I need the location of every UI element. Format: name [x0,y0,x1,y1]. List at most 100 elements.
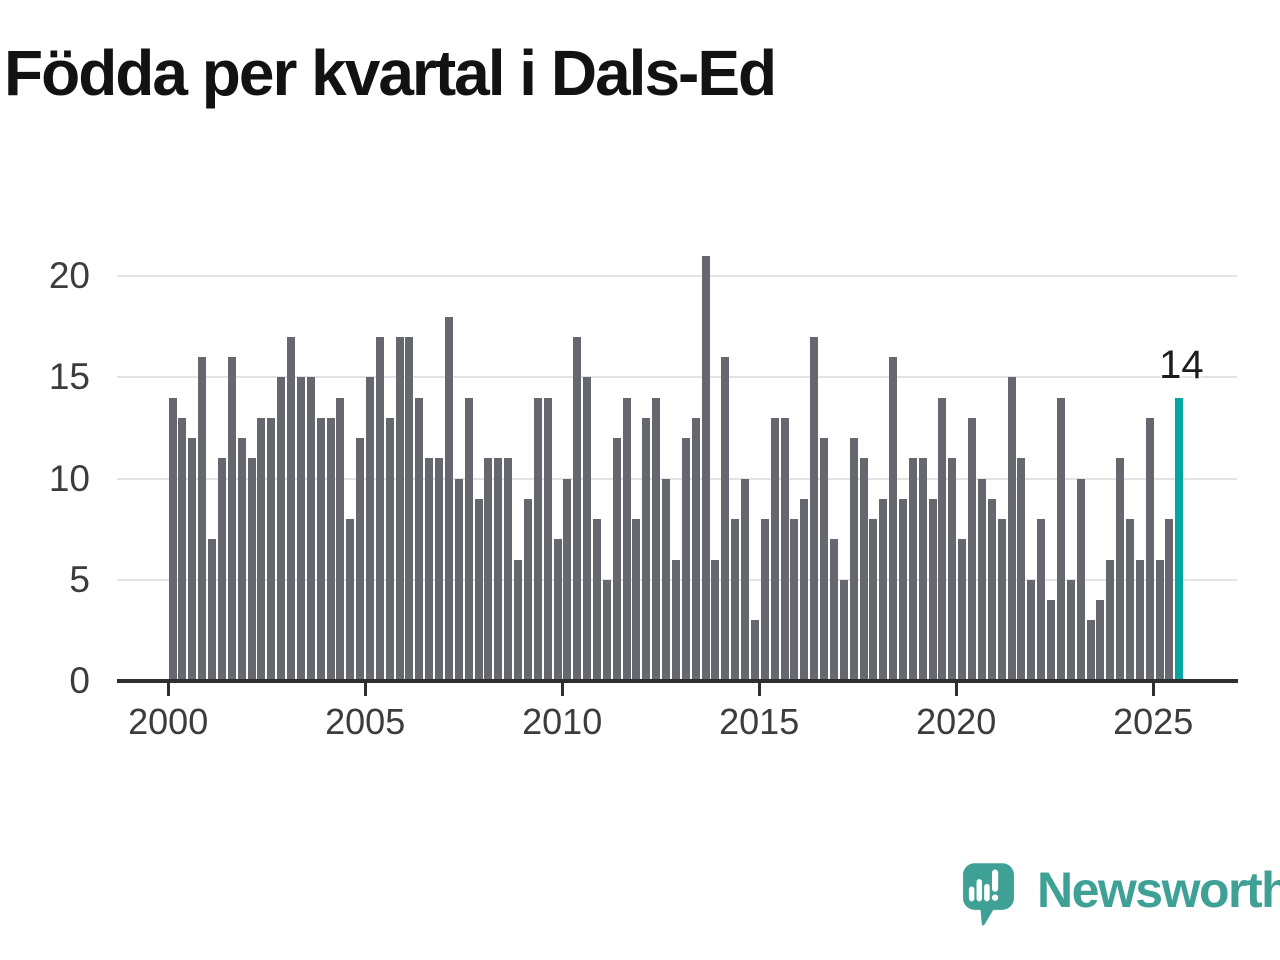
bar [731,519,740,681]
bar [750,620,759,681]
bar [1007,377,1016,681]
bar [721,357,730,681]
bar [741,478,750,681]
bar [859,458,868,681]
bar [237,438,246,681]
bar [977,478,986,681]
bar [435,458,444,681]
bar [898,498,907,681]
x-axis-tick [757,682,761,696]
bar [662,478,671,681]
bar [1037,519,1046,681]
bar [1125,519,1134,681]
gridline [117,477,1237,480]
x-axis-tick [954,682,958,696]
bar [444,316,453,681]
bar [346,519,355,681]
bar [188,438,197,681]
y-axis-tick-label: 15 [48,356,90,398]
bar [1086,620,1095,681]
x-axis-tick-label: 2025 [1113,701,1194,742]
x-axis-tick-label: 2020 [916,701,997,742]
bar [711,559,720,681]
bar [533,397,542,681]
bar [1116,458,1125,681]
bar [1155,559,1164,681]
bar [208,539,217,681]
newsworthy-logo: Newsworthy [962,862,1280,928]
highlighted-bar [1175,397,1184,681]
bar [701,255,710,681]
bar [247,458,256,681]
x-axis-tick-label: 2005 [325,701,406,742]
bar [829,539,838,681]
bar [948,458,957,681]
bar [849,438,858,681]
y-axis-tick-label: 0 [69,660,90,701]
bar [217,458,226,681]
bar [918,458,927,681]
bar [287,336,296,681]
bar [474,498,483,681]
bar [385,417,394,681]
bar [612,438,621,681]
bar [997,519,1006,681]
bar [375,336,384,681]
bar [573,336,582,681]
bar [602,579,611,681]
logo-wordmark: Newsworthy [1037,862,1280,918]
bar [306,377,315,681]
bar [1047,600,1056,681]
bar [198,357,207,681]
bar [958,539,967,681]
x-axis-tick-label: 2015 [719,701,800,742]
y-axis-tick-label: 5 [69,558,90,600]
bar [1056,397,1065,681]
bar [770,417,779,681]
bar [326,417,335,681]
bar [691,417,700,681]
bar [277,377,286,681]
bar [1145,417,1154,681]
bar [869,519,878,681]
bar [257,417,266,681]
bar [928,498,937,681]
bar [968,417,977,681]
bar [760,519,769,681]
bar [484,458,493,681]
bar [839,579,848,681]
bar [780,417,789,681]
bar [415,397,424,681]
bar [227,357,236,681]
bar [790,519,799,681]
bar [1165,519,1174,681]
bar [405,336,414,681]
bar [523,498,532,681]
bar [671,559,680,681]
bar [336,397,345,681]
bar [889,357,898,681]
bar [1106,559,1115,681]
bar [622,397,631,681]
bar [938,397,947,681]
x-axis-line [117,679,1238,683]
bar [642,417,651,681]
bar [553,539,562,681]
x-axis-tick-label: 2010 [522,701,603,742]
bar [494,458,503,681]
bar [504,458,513,681]
bar [583,377,592,681]
x-axis-tick [166,682,170,696]
x-axis-tick-label: 2000 [128,701,209,742]
bar [1017,458,1026,681]
speech-bubble-bar-chart-icon [963,863,1014,926]
gridline [117,376,1237,379]
bar [563,478,572,681]
bar [543,397,552,681]
bar [652,397,661,681]
bar [1027,579,1036,681]
bar [987,498,996,681]
bar [356,438,365,681]
